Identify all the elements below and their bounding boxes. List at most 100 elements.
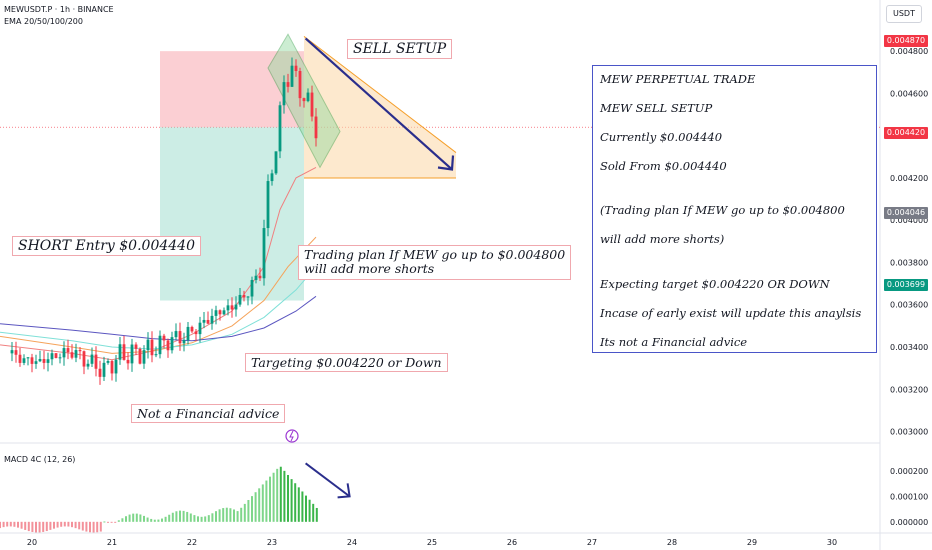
macd-bar [287, 474, 289, 522]
candle-body [106, 361, 110, 363]
candle-body [42, 359, 46, 363]
currency-button[interactable]: USDT [886, 5, 922, 23]
candle-body [246, 296, 250, 298]
candle-body [230, 305, 234, 310]
macd-bar [297, 487, 300, 522]
macd-bar [103, 521, 106, 523]
candle-body [146, 339, 150, 351]
macd-y-tick-label: 0.000100 [890, 492, 928, 501]
macd-bar [96, 521, 99, 533]
x-tick-label: 29 [747, 538, 757, 547]
macd-bar [99, 521, 102, 532]
price-badge-current: 0.004420 [884, 127, 928, 139]
macd-bar [197, 516, 199, 522]
candle-body [86, 363, 90, 367]
info-line-3: Currently $0.004440 [600, 130, 723, 144]
macd-bar [261, 484, 264, 522]
candle-body [54, 353, 58, 358]
macd-bar [146, 517, 149, 522]
projection-edge-top [303, 35, 457, 153]
macd-bar [229, 508, 232, 522]
macd-bar [81, 521, 84, 531]
macd-bar [13, 521, 16, 527]
trading-plan-line-2: will add more shorts [304, 261, 435, 276]
macd-bar [56, 521, 59, 528]
macd-bar [49, 521, 52, 530]
macd-bar [9, 521, 12, 527]
info-line-9: Its not a Financial advice [600, 335, 748, 349]
macd-bar [276, 468, 279, 522]
x-tick-label: 21 [107, 538, 117, 547]
candle-body [154, 354, 158, 356]
candle-body [262, 228, 266, 279]
macd-bar [78, 521, 81, 530]
candle-body [218, 310, 222, 315]
ema-100-line [0, 266, 317, 350]
candle-body [274, 151, 278, 174]
info-line-2: MEW SELL SETUP [600, 101, 713, 115]
candle-body [214, 310, 218, 316]
macd-bar [67, 521, 70, 527]
macd-bar [157, 519, 160, 522]
short-entry-label: SHORT Entry $0.004440 [12, 236, 201, 256]
candle-body [298, 71, 302, 99]
x-tick-label: 23 [267, 538, 277, 547]
candle-body [174, 331, 178, 338]
macd-bar [225, 507, 228, 522]
y-tick-label: 0.003200 [890, 385, 928, 394]
macd-bar [143, 515, 145, 522]
macd-bar [200, 516, 203, 522]
macd-bar [179, 510, 181, 522]
macd-bar [279, 466, 282, 522]
candle-body [226, 305, 230, 311]
trading-plan-label: Trading plan If MEW go up to $0.004800 w… [298, 245, 572, 280]
macd-bar [265, 480, 268, 522]
x-tick-label: 20 [27, 538, 37, 547]
y-tick-label: 0.004600 [890, 89, 928, 98]
sell-arrow-shaft [304, 37, 453, 171]
candle-body [294, 65, 298, 72]
candle-body [34, 361, 38, 364]
candle-body [290, 65, 294, 87]
macd-bar [121, 518, 124, 522]
candle-body [158, 335, 162, 355]
macd-bar [135, 513, 138, 522]
y-tick-label: 0.003000 [890, 428, 928, 437]
candle-body [270, 173, 274, 182]
candle-body [210, 315, 214, 324]
candle-body [138, 348, 142, 364]
candle-body [278, 105, 282, 152]
info-line-5: (Trading plan If MEW go up to $0.004800 [600, 203, 845, 217]
macd-bar [153, 519, 156, 522]
candle-body [122, 344, 126, 360]
macd-bar [6, 521, 9, 527]
macd-bar [204, 516, 207, 522]
candle-body [142, 350, 146, 364]
candle-body [150, 339, 154, 356]
macd-bar [125, 516, 127, 522]
candle-body [102, 362, 106, 377]
candle-body [254, 275, 258, 280]
candle-body [30, 357, 34, 364]
macd-bar [215, 511, 217, 522]
y-tick-label: 0.003400 [890, 343, 928, 352]
macd-bar [301, 491, 304, 522]
macd-bar [305, 495, 307, 522]
not-financial-label: Not a Financial advice [131, 404, 286, 423]
candle-body [162, 335, 166, 341]
macd-arrow-head [337, 483, 351, 499]
candle-body [286, 82, 290, 87]
trading-plan-line-1: Trading plan If MEW go up to $0.004800 [304, 247, 566, 262]
macd-bar [168, 514, 171, 522]
macd-bar [20, 521, 23, 529]
macd-bar [294, 483, 297, 522]
sell-arrow-head [437, 155, 455, 171]
macd-bar [175, 511, 178, 522]
candle-body [14, 350, 18, 355]
macd-bar [171, 512, 174, 522]
macd-bar [139, 514, 142, 522]
candle-body [222, 310, 226, 315]
candle-body [302, 98, 306, 102]
